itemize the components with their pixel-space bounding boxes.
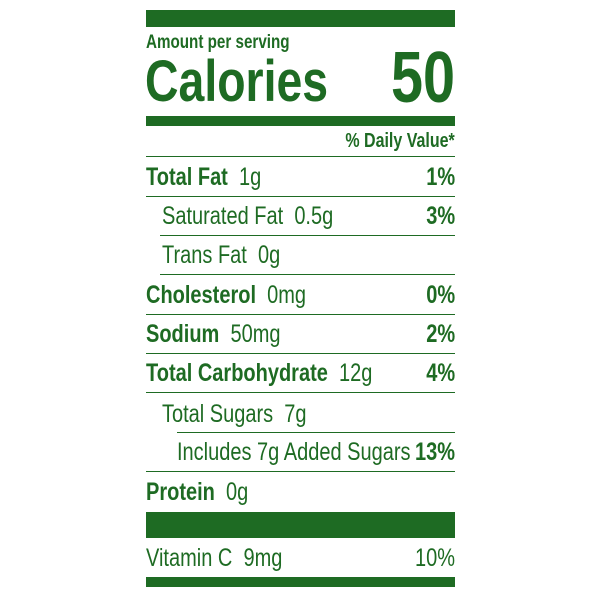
nutrient-row-total-carbohydrate: Total Carbohydrate 12g 4%	[146, 354, 455, 393]
nutrient-amount: 0mg	[267, 281, 307, 309]
calories-label: Calories	[145, 49, 329, 114]
nutrient-amount: 7g	[284, 399, 307, 428]
nutrient-row-sodium: Sodium 50mg 2%	[146, 315, 455, 354]
nutrient-dv: 3%	[426, 202, 455, 230]
nutrient-name: Protein	[146, 477, 215, 506]
nutrient-dv: 0%	[426, 281, 455, 309]
divider	[177, 432, 455, 433]
vitamin-amount: 9mg	[243, 543, 283, 572]
nutrient-name: Sodium	[146, 320, 220, 348]
vitamin-dv: 10%	[414, 543, 455, 572]
top-bar	[146, 10, 455, 27]
nutrient-text: Protein 0g	[146, 477, 248, 507]
nutrient-dv: 1%	[426, 163, 455, 191]
nutrient-text: Total Sugars 7g	[162, 399, 307, 429]
nutrient-amount: 1g	[238, 163, 262, 191]
bottom-bar	[146, 577, 455, 587]
vitamin-row-vitamin-c: Vitamin C 9mg 10%	[146, 538, 455, 577]
nutrient-text: Trans Fat 0g	[162, 240, 280, 270]
nutrient-row-total-sugars: Total Sugars 7g	[160, 394, 455, 433]
nutrient-amount: 0g	[226, 477, 249, 506]
nutrient-row-cholesterol: Cholesterol 0mg 0%	[146, 276, 455, 315]
nutrient-text: Total Carbohydrate 12g	[146, 358, 372, 388]
nutrient-amount: 50mg	[230, 320, 281, 348]
nutrient-row-total-fat: Total Fat 1g 1%	[146, 158, 455, 197]
calories-value: 50	[390, 38, 455, 118]
nutrient-name: Cholesterol	[146, 281, 257, 309]
vitamin-text: Vitamin C 9mg	[146, 543, 282, 573]
nutrient-name: Trans Fat	[162, 241, 247, 269]
nutrient-row-saturated-fat: Saturated Fat 0.5g 3%	[160, 197, 455, 236]
nutrient-name: Total Carbohydrate	[146, 359, 328, 387]
nutrient-dv: 2%	[426, 320, 455, 348]
nutrient-text: Sodium 50mg	[146, 319, 281, 349]
nutrient-row-trans-fat: Trans Fat 0g	[160, 236, 455, 275]
nutrient-text: Saturated Fat 0.5g	[162, 201, 333, 231]
nutrient-text: Cholesterol 0mg	[146, 280, 306, 310]
nutrient-row-added-sugars: Includes 7g Added Sugars 13%	[146, 433, 455, 472]
calories-bar	[146, 116, 455, 126]
nutrient-amount: 12g	[339, 359, 373, 387]
nutrient-name: Includes 7g Added Sugars	[177, 438, 411, 466]
nutrient-dv: 4%	[426, 359, 455, 387]
nutrient-row-protein: Protein 0g	[146, 472, 455, 511]
thick-bar	[146, 512, 455, 538]
nutrient-amount: 0g	[257, 241, 281, 269]
nutrient-dv: 13%	[414, 438, 455, 466]
vitamin-name: Vitamin C	[146, 543, 233, 572]
nutrient-amount: 0.5g	[294, 202, 334, 230]
daily-value-header: % Daily Value*	[345, 130, 455, 152]
nutrient-name: Total Fat	[146, 163, 228, 191]
nutrient-name: Saturated Fat	[162, 202, 284, 230]
divider	[146, 156, 455, 157]
amount-per-serving: Amount per serving	[146, 32, 290, 53]
nutrient-text: Total Fat 1g	[146, 162, 261, 192]
nutrient-name: Total Sugars	[162, 399, 274, 428]
